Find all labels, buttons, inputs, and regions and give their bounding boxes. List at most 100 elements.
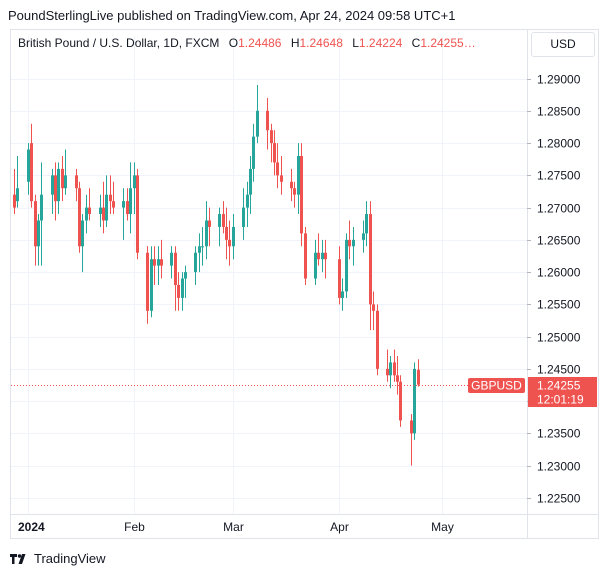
- candle[interactable]: [365, 201, 368, 247]
- candle[interactable]: [324, 239, 327, 279]
- candle[interactable]: [181, 272, 184, 311]
- candle-body: [122, 201, 125, 208]
- candle[interactable]: [30, 123, 33, 208]
- candle[interactable]: [321, 239, 324, 273]
- candle-body: [270, 130, 273, 144]
- candle[interactable]: [205, 201, 208, 260]
- candle[interactable]: [280, 155, 283, 195]
- candle[interactable]: [78, 181, 81, 253]
- candle[interactable]: [345, 233, 348, 298]
- candle[interactable]: [273, 130, 276, 176]
- tradingview-brand[interactable]: TradingView: [10, 551, 106, 566]
- candle[interactable]: [198, 233, 201, 273]
- candle[interactable]: [54, 162, 57, 221]
- candle[interactable]: [341, 278, 344, 311]
- candle[interactable]: [105, 175, 108, 227]
- candle[interactable]: [146, 246, 149, 324]
- candle[interactable]: [256, 85, 259, 144]
- candle[interactable]: [413, 362, 416, 440]
- candle[interactable]: [270, 123, 273, 163]
- candle[interactable]: [75, 168, 78, 202]
- candle[interactable]: [252, 123, 255, 182]
- candle[interactable]: [16, 155, 19, 208]
- candle[interactable]: [177, 272, 180, 311]
- candle[interactable]: [170, 246, 173, 279]
- candle[interactable]: [338, 246, 341, 305]
- candle[interactable]: [348, 220, 351, 260]
- candle[interactable]: [410, 414, 413, 466]
- candle[interactable]: [160, 239, 163, 279]
- candle[interactable]: [218, 207, 221, 247]
- candle[interactable]: [201, 226, 204, 266]
- candle[interactable]: [150, 246, 153, 318]
- time-axis[interactable]: 2024 Feb Mar Apr May: [10, 514, 599, 535]
- candle[interactable]: [372, 291, 375, 331]
- candle-body: [345, 239, 348, 292]
- candle[interactable]: [297, 143, 300, 215]
- candle[interactable]: [129, 162, 132, 234]
- candle[interactable]: [122, 188, 125, 240]
- candle[interactable]: [249, 155, 252, 215]
- candle[interactable]: [13, 168, 16, 215]
- candle[interactable]: [174, 246, 177, 311]
- candle[interactable]: [246, 181, 249, 227]
- candle[interactable]: [228, 220, 231, 266]
- candle[interactable]: [293, 181, 296, 208]
- candle[interactable]: [225, 207, 228, 260]
- candle[interactable]: [317, 233, 320, 266]
- candle[interactable]: [290, 168, 293, 202]
- candle[interactable]: [157, 246, 160, 285]
- candle[interactable]: [222, 201, 225, 234]
- candle-body: [16, 188, 19, 202]
- candle[interactable]: [57, 162, 60, 215]
- candle[interactable]: [81, 214, 84, 273]
- candle[interactable]: [109, 175, 112, 215]
- candle[interactable]: [376, 304, 379, 376]
- candle[interactable]: [396, 355, 399, 395]
- candle[interactable]: [194, 246, 197, 285]
- candle[interactable]: [232, 214, 235, 260]
- candle[interactable]: [417, 359, 420, 387]
- candle[interactable]: [61, 155, 64, 202]
- candle[interactable]: [184, 265, 187, 298]
- candle[interactable]: [85, 194, 88, 234]
- candle[interactable]: [242, 188, 245, 240]
- price-tick-label: 1.24500: [537, 363, 581, 377]
- candle-body: [365, 214, 368, 234]
- candle[interactable]: [136, 168, 139, 260]
- candle[interactable]: [276, 143, 279, 189]
- currency-selector[interactable]: USD: [531, 32, 595, 57]
- candle[interactable]: [352, 226, 355, 266]
- candle[interactable]: [102, 181, 105, 234]
- candle[interactable]: [362, 220, 365, 253]
- candle[interactable]: [266, 97, 269, 150]
- candle[interactable]: [389, 355, 392, 389]
- candle[interactable]: [399, 375, 402, 427]
- candle[interactable]: [27, 143, 30, 195]
- candle[interactable]: [99, 194, 102, 227]
- candle[interactable]: [153, 246, 156, 285]
- candle[interactable]: [64, 149, 67, 195]
- candle-body: [417, 369, 420, 385]
- candle[interactable]: [37, 214, 40, 266]
- candle[interactable]: [51, 168, 54, 215]
- candle[interactable]: [88, 188, 91, 221]
- candle-body: [317, 252, 320, 260]
- candle[interactable]: [112, 181, 115, 215]
- candle[interactable]: [304, 226, 307, 285]
- candle[interactable]: [369, 201, 372, 331]
- candle[interactable]: [386, 349, 389, 382]
- candle[interactable]: [40, 162, 43, 266]
- candle[interactable]: [393, 349, 396, 382]
- price-axis[interactable]: 1.29000 1.28500 1.28000 1.27500 1.27000 1.265…: [527, 29, 581, 539]
- candle[interactable]: [208, 207, 211, 247]
- candle[interactable]: [133, 162, 136, 215]
- candle[interactable]: [126, 188, 129, 221]
- candle[interactable]: [34, 194, 37, 266]
- candle-body: [78, 188, 81, 247]
- candle[interactable]: [300, 143, 303, 247]
- candle[interactable]: [314, 239, 317, 285]
- candle-body: [352, 239, 355, 247]
